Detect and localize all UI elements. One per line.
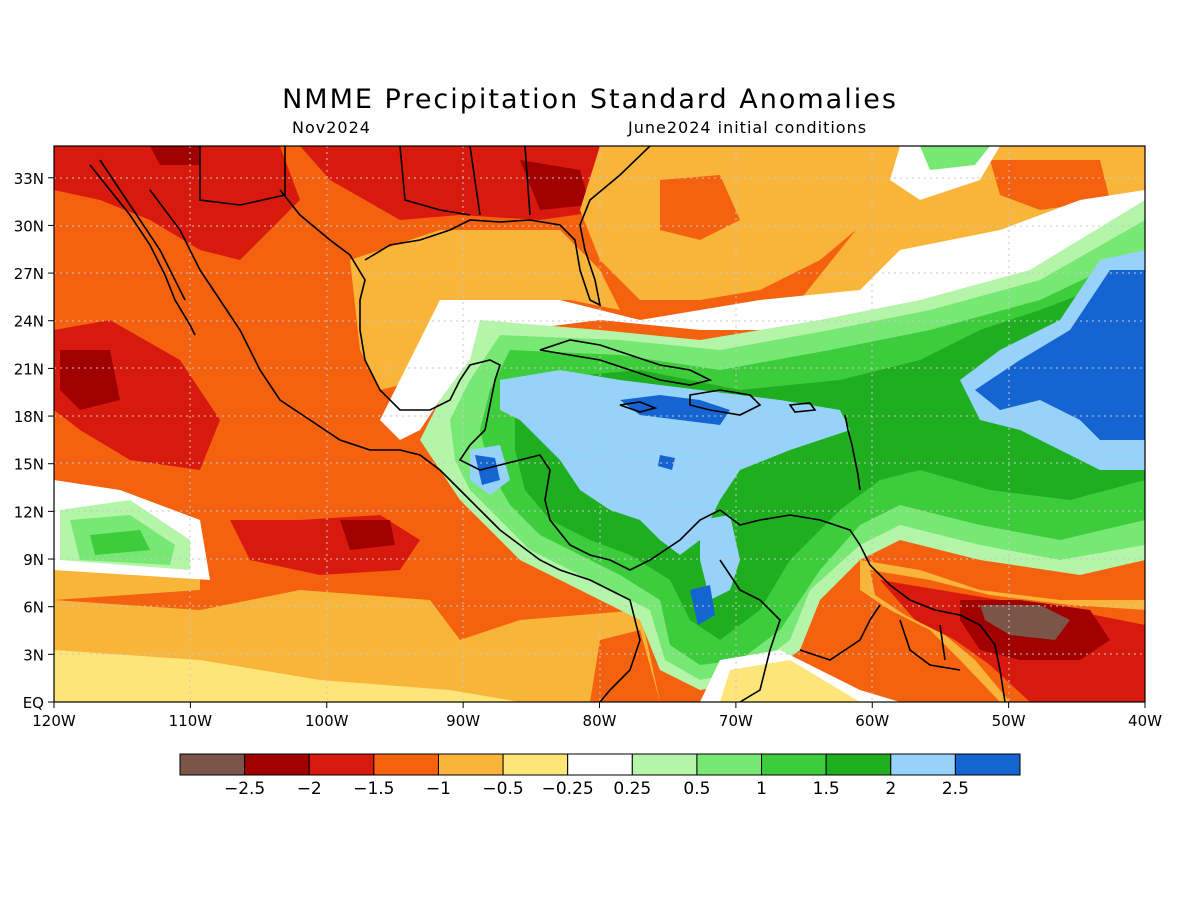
colorbar: −2.5 −2 −1.5 −1 −0.5 −0.25 0.25 0.5 1 1.5 2 2.5 (179, 753, 1021, 799)
colorbar-swatch (244, 753, 310, 776)
colorbar-swatch (696, 753, 763, 776)
colorbar-swatch (373, 753, 439, 776)
colorbar-label: 0.25 (613, 779, 651, 799)
lat-tick-label: 33N (14, 170, 44, 188)
lon-tick-label: 60W (855, 712, 889, 730)
lat-tick-label: 21N (14, 360, 44, 378)
lon-tick-label: 100W (305, 712, 349, 730)
lat-tick-label: 18N (14, 408, 44, 426)
colorbar-swatch (437, 753, 504, 776)
colorbar-swatch (825, 753, 892, 776)
colorbar-label: −0.5 (482, 779, 523, 799)
colorbar-label: −2 (297, 779, 322, 799)
colorbar-swatch (761, 753, 827, 776)
colorbar-label: −0.25 (542, 779, 594, 799)
colorbar-label: −2.5 (224, 779, 265, 799)
map-title: NMME Precipitation Standard Anomalies (282, 84, 898, 115)
coastlines (89, 146, 1006, 702)
colorbar-swatch (631, 753, 698, 776)
lat-tick-label: 6N (23, 599, 44, 617)
graticule (54, 146, 1145, 702)
lon-tick-label: 40W (1128, 712, 1162, 730)
colorbar-swatch (890, 753, 956, 776)
lat-tick-label: 15N (14, 456, 44, 474)
lon-tick-label: 50W (992, 712, 1026, 730)
colorbar-label: −1.5 (353, 779, 394, 799)
forecast-month: Nov2024 (292, 118, 371, 137)
longitude-axis: 120W 110W 100W 90W 80W 70W 60W 50W 40W (32, 702, 1162, 730)
lon-tick-label: 110W (169, 712, 213, 730)
colorbar-swatch (567, 753, 633, 776)
colorbar-swatch (308, 753, 375, 776)
lat-tick-label: 27N (14, 265, 44, 283)
lat-tick-label: 30N (14, 217, 44, 235)
anomaly-field (54, 146, 1145, 702)
lat-tick-label: EQ (23, 694, 44, 712)
colorbar-label: 1 (756, 779, 767, 799)
lat-tick-label: 24N (14, 313, 44, 331)
colorbar-swatch (954, 753, 1021, 776)
colorbar-label: 0.5 (683, 779, 710, 799)
lon-tick-label: 120W (32, 712, 76, 730)
colorbar-label: 2.5 (942, 779, 969, 799)
lon-tick-label: 70W (719, 712, 753, 730)
colorbar-label: −1 (426, 779, 451, 799)
latitude-axis: 33N 30N 27N 24N 21N 18N 15N 12N 9N 6N 3N EQ (14, 170, 54, 712)
lat-tick-label: 12N (14, 503, 44, 521)
lon-tick-label: 90W (446, 712, 480, 730)
colorbar-swatch (179, 753, 246, 776)
colorbar-label: 1.5 (813, 779, 840, 799)
colorbar-swatch (502, 753, 569, 776)
lat-tick-label: 9N (23, 551, 44, 569)
lat-tick-label: 3N (23, 646, 44, 664)
lon-tick-label: 80W (583, 712, 617, 730)
initial-conditions-label: June2024 initial conditions (628, 118, 868, 137)
colorbar-label: 2 (885, 779, 896, 799)
